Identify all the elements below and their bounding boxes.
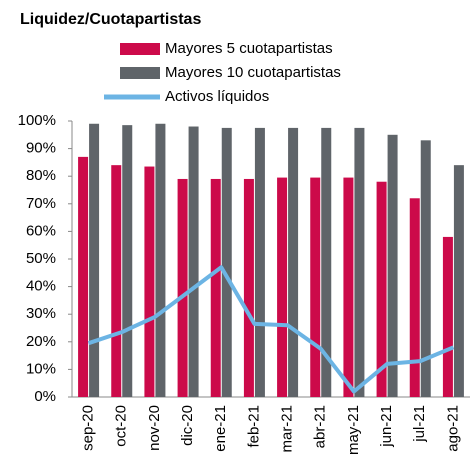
line [87, 265, 455, 394]
bar [321, 127, 332, 398]
bar [442, 236, 453, 397]
y-tick-label: 100% [18, 112, 56, 129]
bar [188, 126, 199, 398]
y-tick-label: 10% [26, 360, 56, 377]
x-tick-label: ene-21 [212, 405, 229, 452]
bar [243, 178, 254, 397]
y-tick-label: 60% [26, 222, 56, 239]
y-tick-label: 70% [26, 195, 56, 212]
bar [453, 165, 464, 397]
y-tick-label: 30% [26, 305, 56, 322]
bar [210, 178, 221, 397]
bar [111, 165, 122, 397]
bar [144, 166, 155, 397]
bar [420, 140, 431, 397]
bar [221, 127, 232, 398]
bar [376, 181, 387, 397]
y-tick-label: 20% [26, 333, 56, 350]
legend-label: Activos líquidos [165, 88, 269, 105]
bar [288, 127, 299, 398]
bar [122, 125, 133, 397]
y-tick-label: 80% [26, 167, 56, 184]
x-tick-label: jul-21 [411, 405, 428, 443]
y-tick-label: 0% [34, 388, 56, 405]
x-tick-label: ago-21 [444, 405, 461, 452]
x-tick-label: nov-20 [146, 405, 163, 451]
bar [409, 198, 420, 397]
bar [155, 123, 166, 397]
bar [343, 177, 354, 397]
x-tick-label: dic-20 [179, 405, 196, 446]
bar [254, 127, 265, 398]
x-tick-label: jun-21 [378, 405, 395, 448]
legend-label: Mayores 5 cuotapartistas [165, 40, 333, 57]
bar [387, 134, 398, 398]
bar [277, 177, 288, 397]
bar [177, 178, 188, 397]
legend-label: Mayores 10 cuotapartistas [165, 64, 341, 81]
x-tick-label: abr-21 [312, 405, 329, 448]
x-tick-label: mar-21 [279, 405, 296, 453]
x-tick-label: sep-20 [80, 405, 97, 451]
y-tick-label: 40% [26, 278, 56, 295]
bar [354, 127, 365, 398]
bar [89, 123, 100, 397]
legend-swatch [120, 43, 160, 55]
bar [310, 177, 321, 397]
x-tick-label: feb-21 [245, 405, 262, 448]
y-tick-label: 90% [26, 140, 56, 157]
chart-title: Liquidez/Cuotapartistas [20, 11, 201, 28]
y-tick-label: 50% [26, 250, 56, 267]
legend-swatch [120, 67, 160, 79]
x-tick-label: oct-20 [113, 405, 130, 447]
bar [78, 156, 89, 397]
x-tick-label: may-21 [345, 405, 362, 455]
